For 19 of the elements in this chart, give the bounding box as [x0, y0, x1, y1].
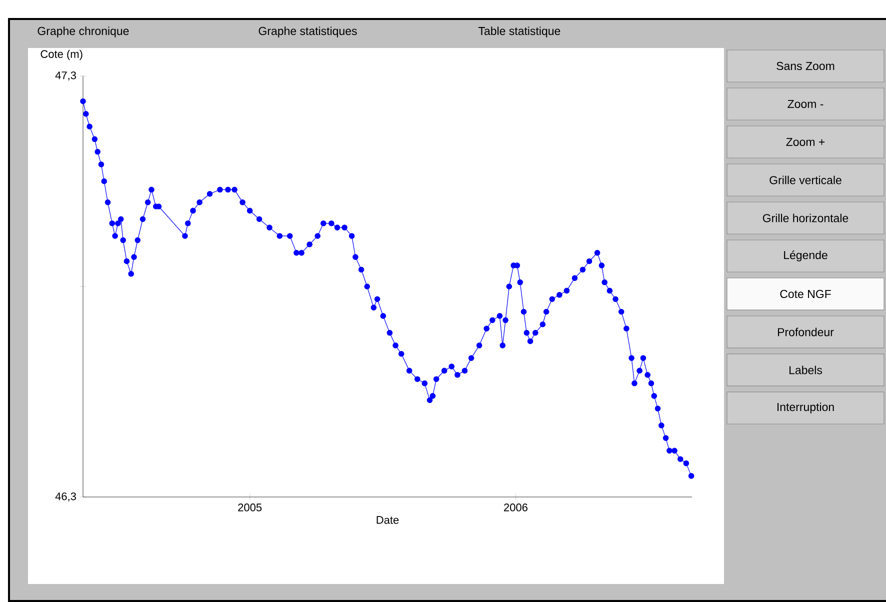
- x-tick-label: 2005: [238, 504, 262, 512]
- text: Cote NGF: [780, 290, 831, 298]
- text: Table statistique: [478, 26, 560, 38]
- text: Zoom -: [788, 100, 824, 108]
- text: Profondeur: [778, 328, 834, 336]
- text: Graphe statistiques: [258, 26, 357, 38]
- text: Labels: [790, 366, 822, 374]
- x-axis-title: Date: [376, 516, 399, 524]
- text: Légende: [784, 250, 828, 262]
- text: Zoom +: [786, 138, 825, 146]
- text: Grille horizontale: [762, 214, 848, 222]
- y-axis-title: Cote (m): [40, 50, 82, 60]
- x-tick-label: 2006: [504, 504, 528, 512]
- y-tick-label: 47,3: [55, 71, 76, 81]
- text: Interruption: [777, 402, 834, 414]
- text: Grille verticale: [770, 176, 842, 184]
- y-tick-label: 46,3: [55, 492, 76, 502]
- text: Sans Zoom: [776, 62, 834, 70]
- text: Graphe chronique: [38, 26, 129, 38]
